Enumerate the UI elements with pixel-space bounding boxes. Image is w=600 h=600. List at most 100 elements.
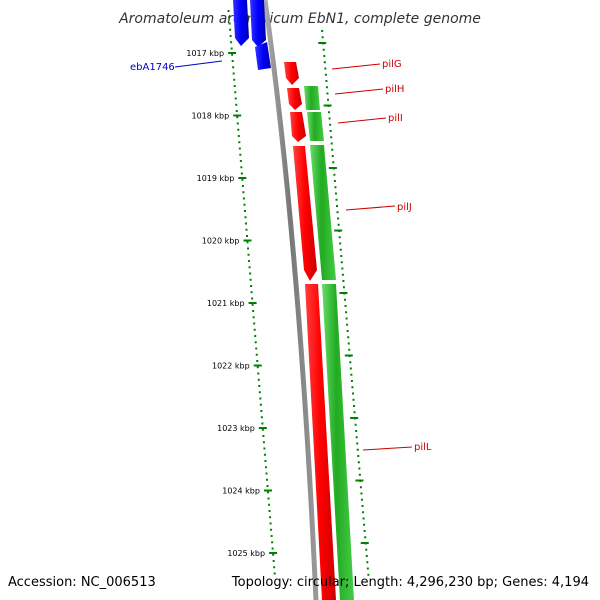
ruler-dot (230, 47, 233, 50)
ruler-dot (240, 172, 243, 175)
reverse-strand-genes (233, 0, 271, 70)
ruler-dot (362, 511, 365, 514)
ruler-dot (253, 328, 256, 331)
ruler-dot (333, 173, 336, 176)
ruler-dot (328, 111, 331, 114)
gene-label-ebA1746: ebA1746 (130, 62, 175, 73)
ruler-dot (248, 260, 251, 262)
ruler-dot (260, 410, 263, 412)
map-title: Aromatoleum aromaticum EbN1, complete ge… (118, 11, 481, 27)
ruler-dot (358, 467, 361, 470)
ruler-dot (251, 303, 254, 306)
tick-label: 1020 kbp (202, 237, 240, 246)
tick-label: 1018 kbp (192, 112, 230, 121)
ruler-dot (245, 228, 248, 231)
ruler-dot (260, 416, 263, 419)
ruler-dot (339, 242, 342, 245)
ruler-dot (243, 210, 246, 212)
ruler-dot (269, 516, 272, 519)
ruler-dot (265, 478, 268, 481)
ruler-dot (273, 566, 276, 569)
leader-ebA1746 (174, 60, 223, 68)
ruler-dot (269, 522, 272, 525)
ruler-dot (229, 28, 232, 31)
ruler-dot (272, 560, 275, 562)
ruler-dot (256, 360, 259, 362)
ruler-dot (272, 553, 275, 556)
ruler-dot (253, 322, 256, 325)
ruler-dot (322, 48, 325, 51)
ruler-dot (339, 248, 342, 251)
ruler-dot (242, 191, 245, 194)
ruler-dot (254, 341, 257, 344)
ruler-dot (255, 353, 258, 356)
tick-label: 1019 kbp (197, 174, 235, 183)
ruler-dot (249, 272, 252, 275)
tick-label: 1024 kbp (222, 487, 260, 496)
ruler-dot (326, 92, 329, 95)
ruler-dot (261, 422, 264, 425)
ruler-dot (325, 86, 328, 89)
ruler-dot (240, 166, 243, 169)
ruler-dot (360, 498, 363, 501)
ruler-dot (248, 266, 251, 269)
ruler-dot (332, 161, 335, 164)
ruler-dot (246, 235, 249, 237)
gene-reverse-3-arrow (255, 42, 271, 70)
ruler-dot (249, 278, 252, 281)
gene-pilH-arrow (287, 88, 302, 110)
ruler-dot (347, 336, 350, 339)
ruler-dot (244, 222, 247, 225)
leader-pilH (334, 88, 384, 95)
ruler-dot (323, 55, 326, 57)
ruler-dot (235, 103, 238, 106)
ruler-dot (227, 10, 230, 12)
ruler-dot (257, 372, 260, 375)
ruler-dot (347, 342, 350, 345)
ruler-dot (367, 573, 370, 576)
ruler-dot (247, 247, 250, 250)
ruler-dot (241, 178, 244, 181)
feature-4 (322, 284, 354, 600)
ruler-dot (270, 535, 273, 537)
ruler-dot (258, 385, 261, 387)
ruler-dot (237, 135, 240, 137)
ruler-dot (350, 380, 353, 382)
ruler-dot (357, 461, 360, 464)
ruler-dot (252, 316, 255, 319)
gene-pilL-arrow (305, 284, 336, 600)
accession-text: Accession: NC_006513 (8, 575, 156, 590)
ruler-dot (348, 348, 351, 351)
ruler-dot (236, 122, 239, 125)
ruler-dot (351, 392, 354, 395)
ruler-dot (341, 267, 344, 270)
ruler-dot (265, 472, 268, 475)
ruler-dot (353, 411, 356, 414)
ruler-dot (325, 80, 328, 82)
ruler-dot (343, 298, 346, 301)
gene-reverse-2-arrow (250, 0, 266, 47)
ruler-dot (349, 367, 352, 370)
kbp-ticks: 1017 kbp 1018 kbp 1019 kbp 1020 kbp 1021 kbp… (186, 42, 369, 558)
ruler-dot (364, 536, 367, 539)
ruler-dot (262, 441, 265, 444)
ruler-dot (268, 503, 271, 506)
ruler-dot (230, 41, 233, 44)
ruler-dot (229, 35, 232, 37)
ruler-dot (271, 541, 274, 544)
ruler-dot (330, 142, 333, 145)
gene-pilJ-arrow (293, 146, 317, 281)
tick-label: 1022 kbp (212, 362, 250, 371)
ruler-dot (323, 61, 326, 64)
leader-pilG (331, 63, 381, 70)
ruler-dot (326, 98, 329, 101)
ruler-dot (255, 347, 258, 350)
ruler-dot (239, 160, 242, 162)
tick-label: 1017 kbp (186, 49, 224, 58)
ruler-dot (341, 273, 344, 276)
ruler-dot (321, 30, 324, 32)
ruler-dot (264, 460, 267, 462)
ruler-dot (239, 153, 242, 156)
ruler-dot (331, 148, 334, 151)
ruler-dot (231, 53, 234, 56)
